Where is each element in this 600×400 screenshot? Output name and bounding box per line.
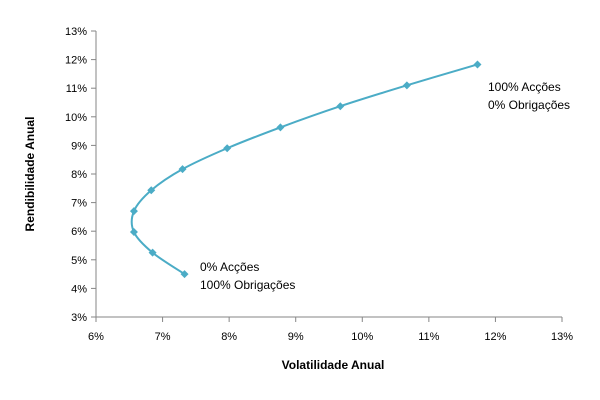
x-tick-label: 10% bbox=[351, 331, 373, 343]
data-point-marker bbox=[473, 60, 482, 69]
x-tick-label: 8% bbox=[221, 331, 237, 343]
y-axis-title: Rendibilidade Anual bbox=[23, 117, 37, 232]
y-tick-label: 9% bbox=[71, 140, 87, 152]
annotation-start: 0% Acções 100% Obrigações bbox=[200, 260, 295, 292]
y-tick-label: 3% bbox=[71, 312, 87, 324]
data-point-marker bbox=[402, 81, 411, 90]
data-point-marker bbox=[129, 207, 138, 216]
data-point-marker bbox=[178, 165, 187, 174]
y-tick-label: 8% bbox=[71, 169, 87, 181]
annotation-end-line1: 100% Acções bbox=[488, 80, 561, 94]
annotation-start-line2: 100% Obrigações bbox=[200, 278, 295, 292]
data-point-marker bbox=[223, 144, 232, 153]
annotation-end: 100% Acções 0% Obrigações bbox=[488, 80, 570, 112]
y-tick-label: 7% bbox=[71, 198, 87, 210]
x-tick-label: 9% bbox=[288, 331, 304, 343]
series-markers bbox=[129, 60, 482, 279]
y-tick-label: 6% bbox=[71, 226, 87, 238]
data-point-marker bbox=[148, 248, 157, 257]
x-tick-label: 13% bbox=[551, 331, 573, 343]
x-tick-label: 6% bbox=[88, 331, 104, 343]
data-point-marker bbox=[147, 186, 156, 195]
y-tick-label: 5% bbox=[71, 255, 87, 267]
x-axis-ticks: 6% 7% 8% 9% 10% 11% 12% 13% bbox=[88, 317, 573, 343]
y-tick-label: 12% bbox=[65, 55, 87, 67]
y-tick-label: 4% bbox=[71, 283, 87, 295]
x-tick-label: 7% bbox=[155, 331, 171, 343]
data-point-marker bbox=[336, 102, 345, 111]
annotation-start-line1: 0% Acções bbox=[200, 260, 259, 274]
data-point-marker bbox=[180, 270, 189, 279]
annotation-end-line2: 0% Obrigações bbox=[488, 98, 570, 112]
y-tick-label: 13% bbox=[65, 26, 87, 38]
y-tick-label: 11% bbox=[66, 83, 87, 95]
data-point-marker bbox=[276, 123, 285, 132]
x-tick-label: 12% bbox=[484, 331, 506, 343]
y-axis-ticks: 3% 4% 5% 6% 7% 8% 9% 10% 11% 12% 13% bbox=[65, 26, 96, 324]
y-tick-label: 10% bbox=[65, 112, 87, 124]
x-axis-title: Volatilidade Anual bbox=[282, 358, 385, 372]
x-tick-label: 11% bbox=[418, 331, 439, 343]
data-point-marker bbox=[129, 228, 138, 237]
